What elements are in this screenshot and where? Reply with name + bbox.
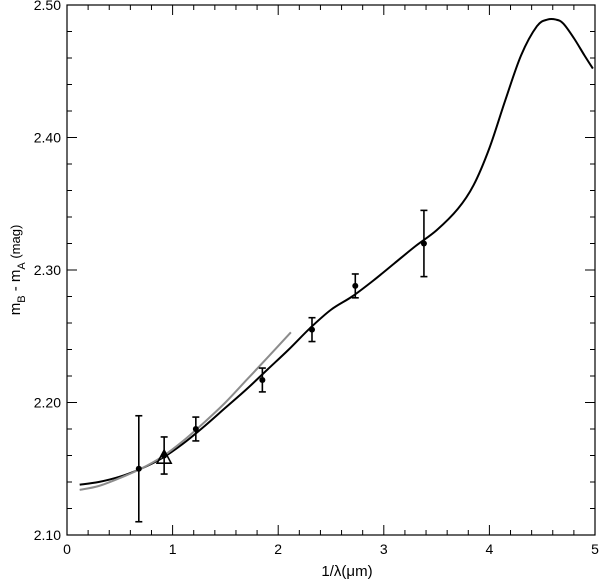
y-axis-title-m2: m (7, 270, 24, 283)
x-tick-label: 0 (63, 541, 71, 557)
triangle-point (155, 448, 173, 464)
x-tick-label: 2 (274, 541, 282, 557)
x-tick-label: 1 (169, 541, 177, 557)
y-axis-title-sep: - (7, 282, 24, 295)
y-tick-label: 2.10 (34, 527, 61, 543)
data-point (135, 465, 142, 472)
y-tick-label: 2.50 (34, 0, 61, 13)
x-axis-title: 1/λ(μm) (321, 563, 372, 580)
data-point (192, 426, 199, 432)
curves (79, 17, 594, 491)
data-point (420, 240, 427, 247)
x-tick-label: 3 (380, 541, 388, 557)
y-tick-label: 2.30 (34, 262, 61, 278)
y-tick-label: 2.20 (34, 395, 61, 411)
data-point (352, 282, 359, 289)
y-axis-title-unit: (mag) (8, 225, 23, 263)
black-curve (79, 17, 594, 486)
y-axis-title: mB - mA (mag) (7, 225, 28, 316)
y-axis-title-m1: m (7, 303, 24, 316)
axes: 0 1 2 3 4 5 2.10 2.20 2.30 2.40 2.50 (34, 0, 599, 557)
data-point (259, 376, 266, 383)
x-tick-label: 4 (486, 541, 494, 557)
plot-frame (66, 4, 596, 536)
gray-curve (79, 331, 292, 491)
data-points (135, 209, 428, 523)
y-axis-title-sub-a: A (16, 262, 28, 270)
y-axis-title-sub-b: B (16, 295, 28, 302)
data-point (308, 326, 315, 333)
x-tick-label: 5 (591, 541, 599, 557)
y-tick-label: 2.40 (34, 130, 61, 146)
